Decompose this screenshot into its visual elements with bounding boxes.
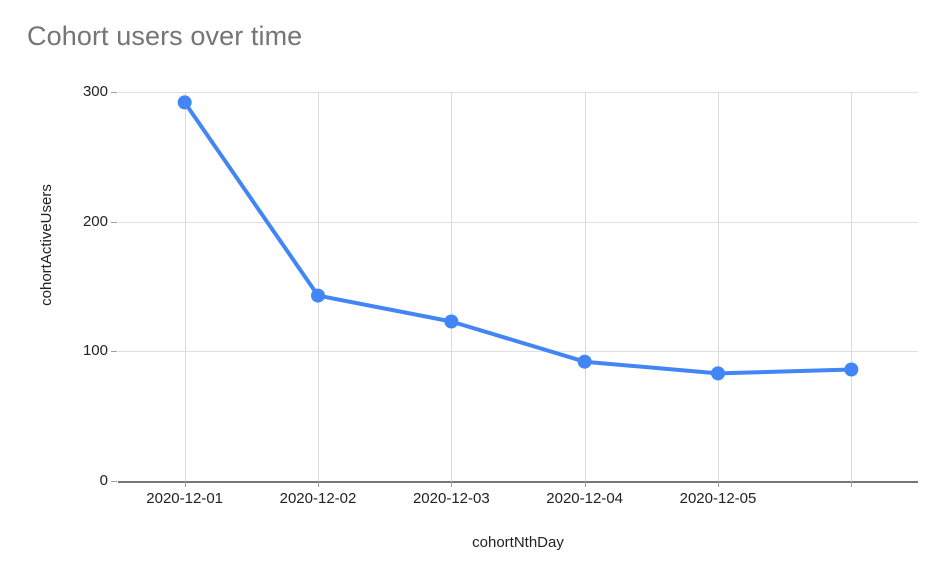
x-axis-title: cohortNthDay [472, 534, 564, 551]
y-tick-mark [111, 221, 117, 223]
x-tick-label: 2020-12-05 [679, 490, 757, 507]
y-tick-mark [111, 481, 117, 482]
x-tick-mark [584, 481, 586, 487]
gridline-vertical [851, 92, 853, 481]
y-tick-mark [111, 351, 117, 353]
gridline-horizontal [118, 221, 918, 223]
chart-title: Cohort users over time [27, 21, 303, 51]
x-tick-mark [318, 481, 319, 487]
y-tick-label: 300 [82, 83, 108, 100]
x-tick-label: 2020-12-01 [146, 490, 224, 507]
gridline-vertical [718, 92, 719, 481]
x-axis-baseline [118, 481, 918, 483]
x-tick-mark [184, 481, 186, 487]
y-tick-mark [111, 92, 117, 93]
x-tick-mark [451, 481, 453, 487]
x-tick-label: 2020-12-03 [412, 490, 490, 507]
x-tick-label: 2020-12-02 [279, 490, 357, 507]
gridline-horizontal [118, 351, 918, 353]
gridline-horizontal [118, 92, 918, 93]
y-tick-label: 200 [82, 212, 108, 230]
plot-area [118, 92, 918, 481]
x-tick-label: 2020-12-04 [546, 490, 624, 507]
x-tick-mark [718, 481, 719, 487]
gridline-vertical [318, 92, 319, 481]
y-tick-label: 0 [99, 472, 108, 489]
gridline-vertical [584, 92, 586, 481]
x-tick-mark [851, 481, 853, 487]
gridline-vertical [451, 92, 453, 481]
y-tick-label: 100 [82, 342, 108, 360]
gridline-vertical [184, 92, 186, 481]
